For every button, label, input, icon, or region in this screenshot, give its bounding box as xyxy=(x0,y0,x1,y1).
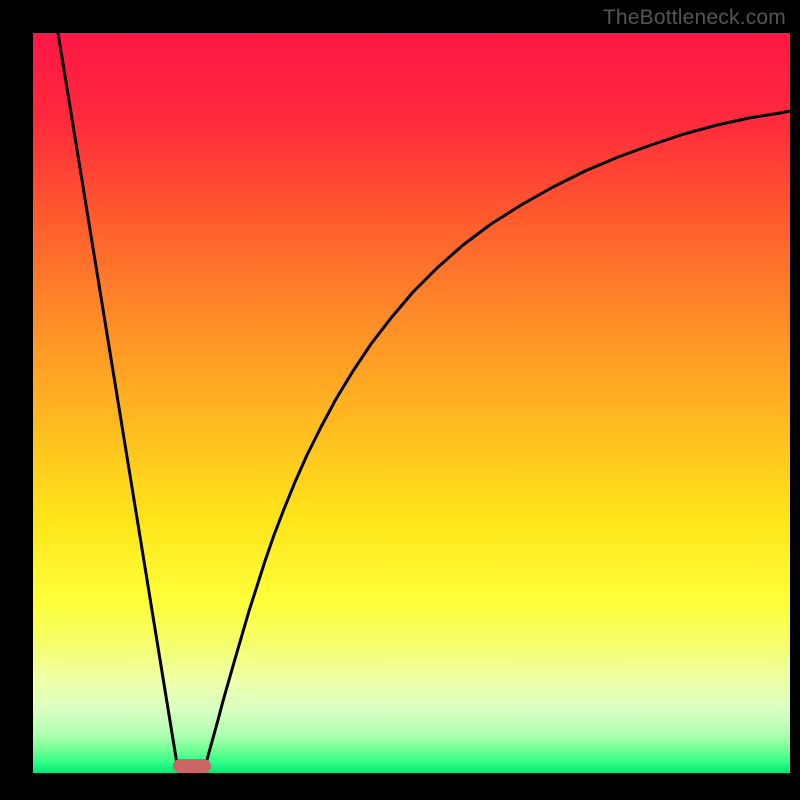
watermark-text: TheBottleneck.com xyxy=(603,6,786,30)
chart-container: TheBottleneck.com xyxy=(0,0,800,800)
curves-svg xyxy=(33,33,790,773)
plot-area xyxy=(33,33,790,773)
bottleneck-marker xyxy=(173,759,211,773)
right-curve xyxy=(204,111,790,770)
left-curve xyxy=(58,33,178,770)
